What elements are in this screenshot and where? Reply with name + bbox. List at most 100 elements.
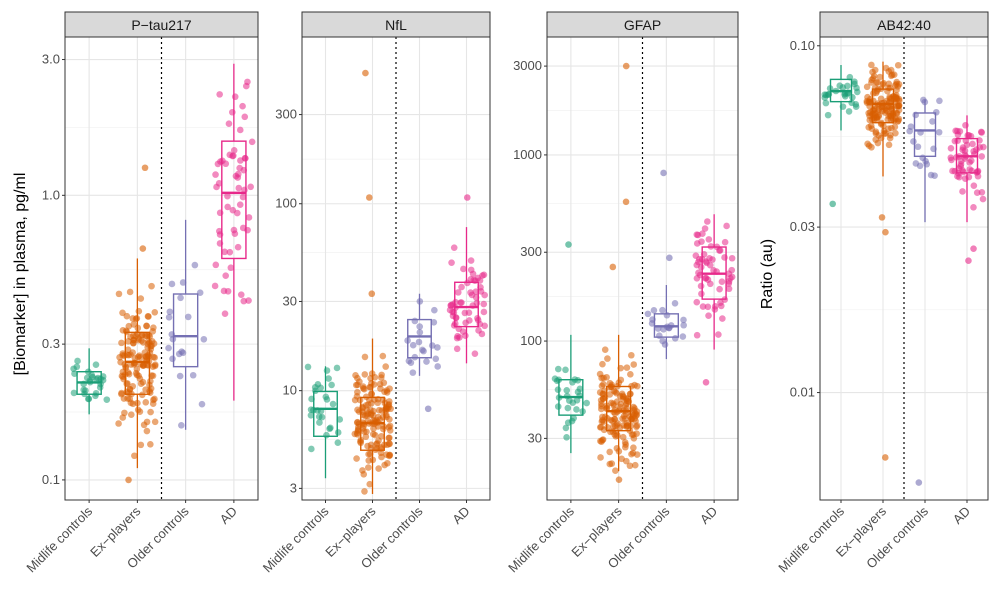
data-point	[146, 349, 154, 356]
data-point	[457, 299, 464, 306]
data-point	[475, 327, 482, 334]
x-tick-label: Midlife controls	[23, 503, 95, 575]
data-point	[893, 80, 900, 88]
data-point	[839, 103, 847, 110]
data-point	[367, 441, 375, 449]
data-point	[562, 366, 569, 374]
data-point	[978, 188, 986, 196]
box-group-3	[947, 115, 987, 265]
data-point-outlier	[141, 164, 149, 172]
data-point	[929, 118, 936, 125]
data-point-outlier	[878, 214, 886, 221]
data-point	[378, 407, 386, 414]
data-point	[895, 115, 903, 123]
y-axis-title-right: Ratio (au)	[759, 239, 776, 309]
data-point	[126, 288, 134, 296]
data-point	[369, 412, 377, 419]
data-point	[236, 201, 244, 208]
data-point	[608, 381, 616, 389]
data-point	[151, 418, 159, 426]
data-point	[601, 346, 609, 353]
data-point	[699, 303, 707, 310]
data-point	[131, 452, 138, 460]
data-point	[650, 307, 658, 314]
data-point	[452, 314, 460, 322]
y-tick-label: 1000	[513, 147, 542, 162]
data-point	[333, 364, 341, 372]
data-point	[959, 166, 966, 174]
y-tick-label: 100	[275, 196, 297, 211]
data-point	[604, 424, 611, 431]
data-point-outlier	[622, 62, 630, 70]
data-point	[432, 355, 440, 363]
data-point	[978, 129, 985, 136]
x-tick-label: AD	[697, 504, 720, 527]
data-point	[579, 408, 586, 415]
data-point	[380, 379, 388, 387]
data-point	[236, 164, 243, 172]
data-point	[378, 453, 385, 461]
data-point	[965, 173, 973, 181]
data-point	[143, 322, 150, 330]
data-point	[603, 405, 610, 412]
data-point	[728, 254, 736, 262]
data-point	[568, 417, 576, 425]
data-point	[932, 108, 940, 116]
data-point	[430, 319, 438, 326]
data-point	[465, 309, 473, 317]
data-point	[124, 346, 132, 354]
data-point	[134, 353, 142, 361]
data-point	[224, 203, 231, 211]
data-point	[704, 218, 711, 225]
data-point	[122, 364, 130, 372]
data-point	[969, 140, 976, 148]
data-point	[143, 361, 151, 369]
data-point	[631, 461, 639, 469]
data-point	[96, 384, 104, 391]
data-point	[365, 420, 373, 427]
data-point	[877, 95, 885, 103]
data-point	[409, 369, 417, 376]
data-point	[693, 240, 701, 247]
data-point	[383, 451, 390, 459]
data-point	[917, 129, 924, 136]
data-point	[375, 437, 382, 444]
data-point	[431, 306, 438, 314]
data-point	[93, 376, 100, 383]
strip-background	[301, 11, 491, 38]
data-point	[626, 462, 634, 470]
data-point	[693, 298, 701, 306]
data-point	[694, 231, 702, 239]
data-point	[454, 289, 462, 296]
data-point	[241, 113, 249, 121]
data-point	[633, 451, 641, 458]
data-point	[624, 395, 632, 402]
data-point	[415, 338, 423, 346]
data-point	[608, 460, 616, 467]
data-point	[462, 319, 469, 327]
data-point-outlier	[666, 254, 673, 262]
data-point	[573, 406, 580, 413]
data-point	[147, 440, 154, 448]
data-point	[420, 347, 427, 355]
data-point	[416, 298, 424, 305]
data-point	[467, 257, 475, 264]
y-tick-label: 3000	[513, 58, 542, 73]
data-point	[118, 339, 125, 347]
data-point	[554, 386, 562, 394]
y-tick-label: 0.01	[790, 385, 815, 400]
y-tick-label: 30	[283, 293, 297, 308]
data-point	[357, 438, 364, 445]
data-point	[317, 384, 325, 392]
data-point	[569, 399, 577, 406]
x-tick-label: AD	[950, 504, 973, 527]
box-group-3	[446, 194, 488, 364]
data-point	[361, 412, 369, 420]
data-point	[923, 160, 931, 168]
data-point	[599, 360, 606, 368]
data-point	[906, 127, 913, 135]
data-point	[196, 289, 204, 297]
data-point	[375, 465, 382, 472]
data-point	[385, 434, 393, 442]
data-point	[360, 420, 368, 428]
